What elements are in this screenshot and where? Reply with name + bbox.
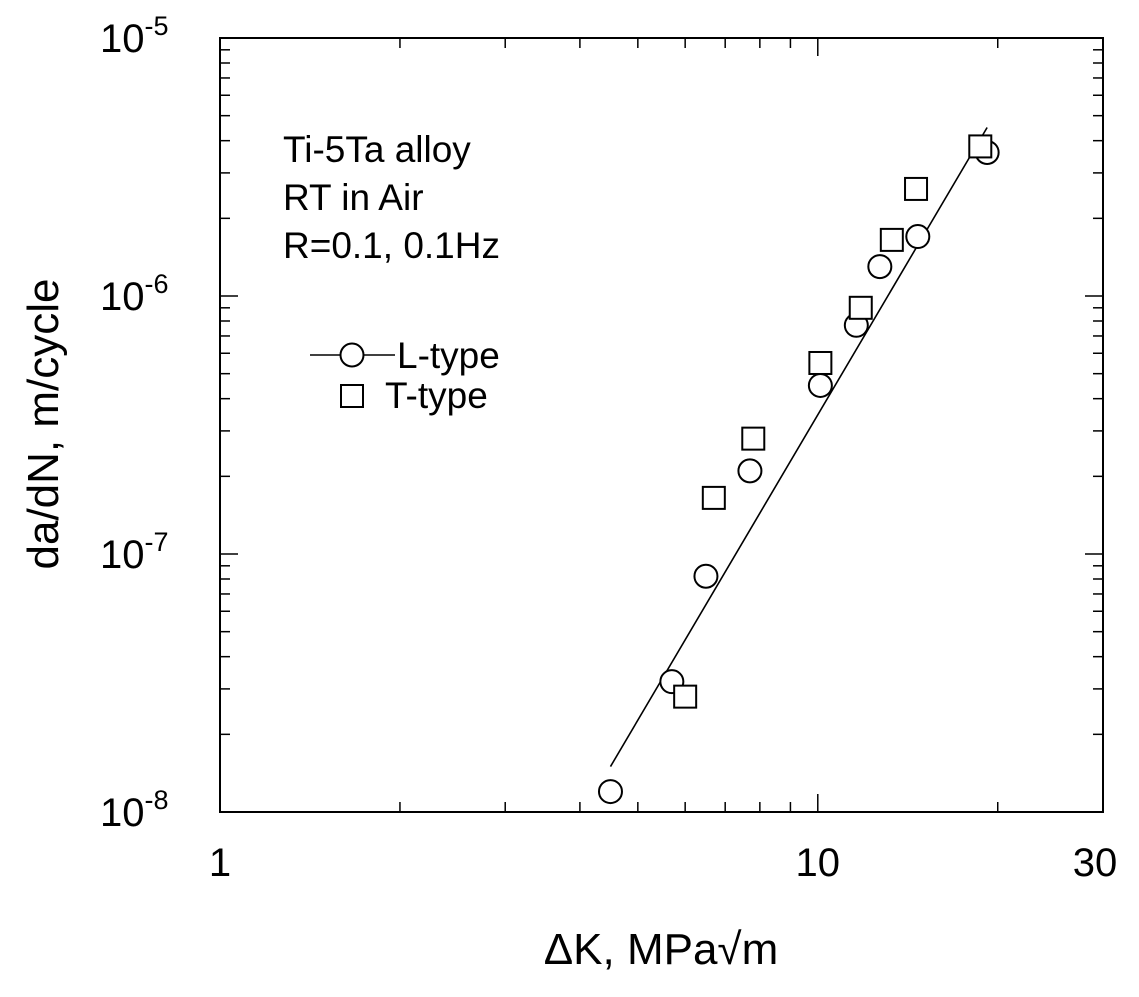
- annotation-line-1: Ti-5Ta alloy: [283, 129, 471, 170]
- legend-t-type-label: T-type: [385, 375, 488, 416]
- t-type-point: [673, 684, 698, 709]
- t-type-point: [904, 176, 929, 201]
- l-type-point: [737, 458, 763, 484]
- t-type-point: [848, 295, 873, 320]
- t-type-point: [701, 485, 726, 510]
- legend: L-type T-type: [310, 335, 500, 416]
- y-tick-label: 10-7: [100, 527, 169, 577]
- legend-l-type-label: L-type: [397, 335, 500, 376]
- legend-l-type-marker: [339, 342, 365, 368]
- t-type-point: [808, 350, 833, 375]
- annotation-line-2: RT in Air: [283, 177, 424, 218]
- l-type-point: [905, 224, 931, 250]
- x-tick-label: 30: [1073, 841, 1118, 885]
- y-tick-labels: 10-8 10-7 10-6 10-5: [100, 11, 169, 835]
- y-tick-label: 10-5: [100, 11, 169, 61]
- l-type-point: [597, 779, 623, 805]
- y-tick-label: 10-6: [100, 269, 169, 319]
- x-tick-label: 10: [796, 841, 841, 885]
- l-type-point: [867, 254, 893, 280]
- plot-frame: [219, 37, 1104, 813]
- t-type-point: [879, 227, 904, 252]
- annotation-line-3: R=0.1, 0.1Hz: [283, 225, 500, 266]
- annotation: Ti-5Ta alloy RT in Air R=0.1, 0.1Hz: [283, 129, 500, 266]
- y-tick-label: 10-8: [100, 785, 169, 835]
- t-type-point: [741, 426, 766, 451]
- x-tick-label: 1: [209, 841, 231, 885]
- y-axis-label: da/dN, m/cycle: [19, 279, 68, 570]
- data-markers: [597, 134, 1000, 805]
- t-type-point: [968, 134, 993, 159]
- x-tick-labels: 1 10 30: [209, 841, 1117, 885]
- legend-t-type-marker: [340, 384, 364, 408]
- l-type-point: [693, 563, 719, 589]
- l-type-point: [807, 372, 833, 398]
- x-axis-label: ΔK, MPa√m: [544, 925, 778, 974]
